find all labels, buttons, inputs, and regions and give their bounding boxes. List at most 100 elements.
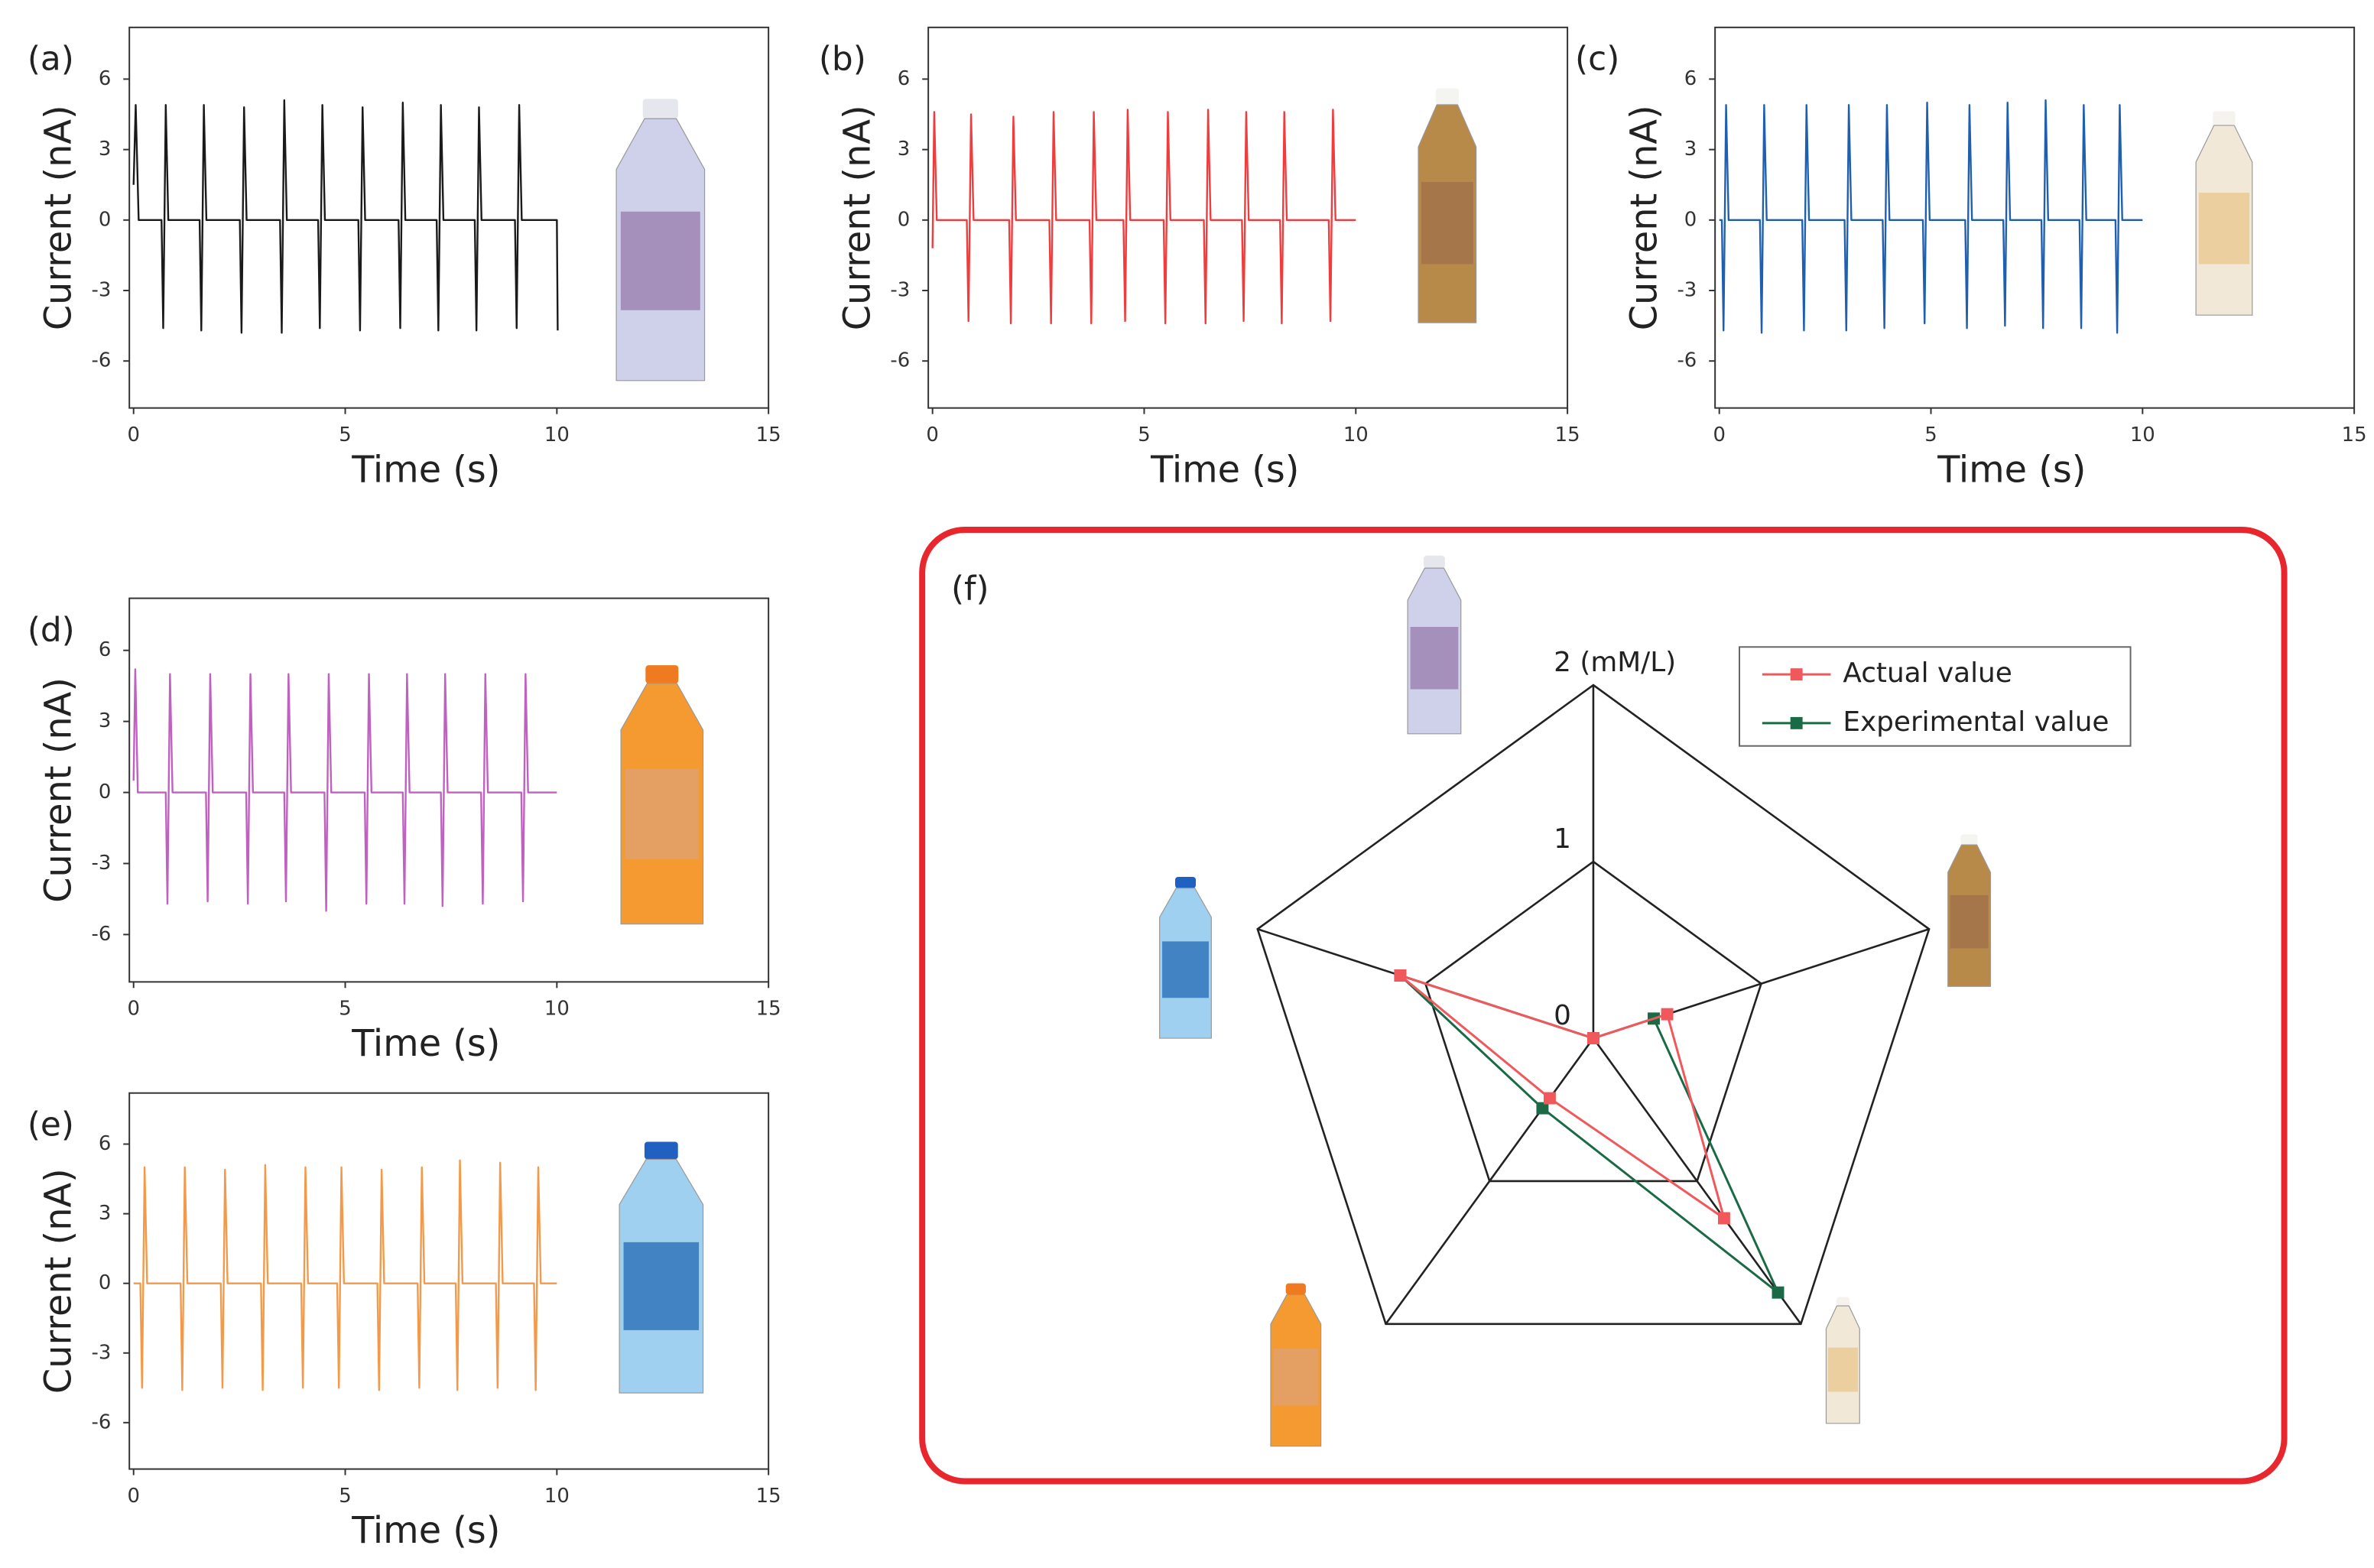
bottle-label [1410,627,1459,690]
y-tick-label: 0 [99,208,111,231]
x-axis-title: Time (s) [351,1023,500,1065]
y-axis-title: Current (nA) [1624,105,1666,330]
bottle-cap [1285,1283,1306,1295]
y-axis-title: Current (nA) [837,105,879,330]
x-tick-label: 0 [127,424,139,446]
bottle-label [1950,894,1989,949]
trace-line [133,1159,557,1391]
x-tick-label: 0 [127,998,139,1021]
y-tick-label: 0 [99,1271,111,1294]
y-tick-label: -3 [91,279,111,302]
bottle-picture [619,1141,704,1394]
bottle-picture [1825,1297,1860,1424]
trace-line [132,668,557,912]
bottle-cap [1424,555,1445,569]
y-tick-label: -6 [91,923,111,946]
radar-marker [1661,1008,1674,1021]
legend-label: Actual value [1843,657,2012,689]
bottle-label [623,1242,700,1330]
legend-label: Experimental value [1843,706,2109,738]
y-tick-label: 6 [99,638,111,661]
bottle-label [1827,1347,1859,1392]
radar-marker [1543,1092,1556,1105]
radar-marker [1717,1212,1730,1225]
y-axis-title: Current (nA) [38,105,80,330]
y-tick-label: 0 [99,781,111,803]
bottle-picture [1407,555,1462,735]
legend-box [1739,646,2132,747]
bottle-picture [1159,876,1212,1039]
x-tick-label: 15 [1555,424,1580,446]
panel-label: (b) [819,40,866,79]
x-tick-label: 15 [756,998,781,1021]
bottle-picture [620,665,704,925]
x-tick-label: 5 [339,1485,351,1508]
legend-marker [1790,716,1803,729]
bottle-label [625,768,700,860]
plot-frame [128,1092,770,1470]
bottle-cap [1435,88,1459,105]
y-tick-label: -6 [1677,349,1697,372]
panel-label: (e) [28,1105,74,1144]
x-tick-label: 15 [2342,424,2367,446]
r-tick-label: 2 (mM/L) [1554,647,1676,678]
bottle-picture [2195,111,2253,316]
panel-label: (d) [28,610,75,649]
bottle-picture [615,99,706,381]
y-tick-label: 6 [1684,67,1697,90]
bottle-label [1421,182,1473,265]
bottle-cap [1174,876,1197,888]
bottle-label [1273,1348,1319,1406]
radar-marker [1772,1286,1785,1299]
y-tick-label: 6 [99,67,111,90]
y-tick-label: -3 [890,279,910,302]
y-tick-label: -6 [890,349,910,372]
x-tick-label: 5 [1138,424,1150,446]
grid-ring [1256,683,1931,1326]
y-tick-label: 0 [1684,208,1697,231]
y-axis-title: Current (nA) [38,1168,80,1394]
bottle-cap [1836,1297,1850,1307]
y-tick-label: 0 [898,208,910,231]
bottle-cap [1960,834,1978,846]
x-tick-label: 10 [544,424,570,446]
r-tick-label: 0 [1554,1000,1571,1031]
plot-frame [128,26,770,409]
x-tick-label: 10 [1343,424,1369,446]
grid-ring [1424,860,1763,1183]
y-axis-title: Current (nA) [38,677,80,903]
panel-label: (c) [1575,40,1619,79]
radar-marker [1536,1102,1549,1115]
bottle-picture [1947,834,1992,987]
y-tick-label: 3 [99,138,111,161]
x-tick-label: 0 [926,424,938,446]
panel-label: (f) [951,570,989,609]
bottle-label [1162,941,1209,998]
x-tick-label: 5 [339,998,351,1021]
y-tick-label: 3 [1684,138,1697,161]
x-axis-title: Time (s) [351,1510,500,1552]
trace-line [132,99,559,334]
r-tick-label: 1 [1554,823,1571,855]
bottle-picture [1418,88,1477,323]
plot-frame [128,597,770,983]
bottle-cap [645,665,679,683]
x-tick-label: 10 [544,998,570,1021]
bottle-label [2198,193,2250,265]
y-tick-label: 6 [898,67,910,90]
plot-frame [927,26,1569,409]
bottle-picture [1270,1283,1322,1447]
radar-marker [1586,1032,1599,1045]
y-tick-label: -3 [1677,279,1697,302]
bottle-cap [2213,111,2236,126]
trace-line [1719,99,2143,334]
x-tick-label: 10 [544,1485,570,1508]
x-tick-label: 15 [756,424,781,446]
y-tick-label: 3 [898,138,910,161]
x-tick-label: 10 [2130,424,2155,446]
bottle-cap [644,1141,678,1160]
x-tick-label: 0 [1713,424,1725,446]
x-tick-label: 5 [339,424,351,446]
trace-line [931,109,1356,325]
